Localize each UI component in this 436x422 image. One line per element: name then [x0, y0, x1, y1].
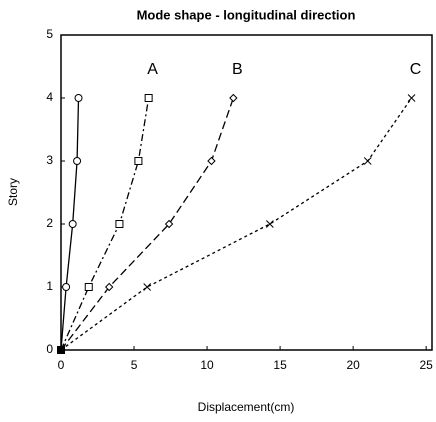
x-tick-label: 20: [346, 358, 360, 372]
plot-frame: [60, 34, 433, 351]
marker: [407, 94, 416, 102]
y-tick-label: 1: [46, 279, 53, 293]
marker: [68, 220, 77, 228]
x-tick-label: 25: [419, 358, 433, 372]
y-axis-label: Story: [6, 178, 20, 206]
series-line: [60, 97, 234, 351]
marker: [104, 282, 114, 292]
x-tick-label: 10: [200, 358, 214, 372]
series-line: [60, 97, 413, 351]
x-tick-label: 15: [273, 358, 287, 372]
marker: [229, 93, 238, 103]
marker: [134, 157, 143, 165]
marker: [266, 220, 274, 228]
marker: [207, 156, 216, 166]
series-label: A: [147, 61, 158, 78]
x-tick-label: 0: [58, 358, 65, 372]
origin-dot: [57, 346, 65, 354]
marker: [73, 157, 82, 165]
y-tick-label: 5: [46, 27, 53, 41]
y-tick-label: 3: [46, 153, 53, 167]
marker: [115, 220, 124, 228]
x-axis-label: Displacement(cm): [198, 400, 295, 414]
series-label: C: [410, 61, 422, 78]
series-label: B: [232, 61, 243, 78]
y-tick-label: 0: [46, 342, 53, 356]
marker: [363, 157, 372, 165]
x-tick-label: 5: [131, 358, 138, 372]
marker: [84, 283, 93, 291]
marker: [164, 219, 174, 229]
marker: [144, 94, 153, 102]
y-tick-label: 2: [46, 216, 53, 230]
chart-title: Mode shape - longitudinal direction: [137, 7, 356, 22]
y-tick-label: 4: [46, 90, 53, 104]
marker: [74, 94, 83, 102]
marker: [143, 283, 152, 291]
marker: [62, 283, 71, 291]
